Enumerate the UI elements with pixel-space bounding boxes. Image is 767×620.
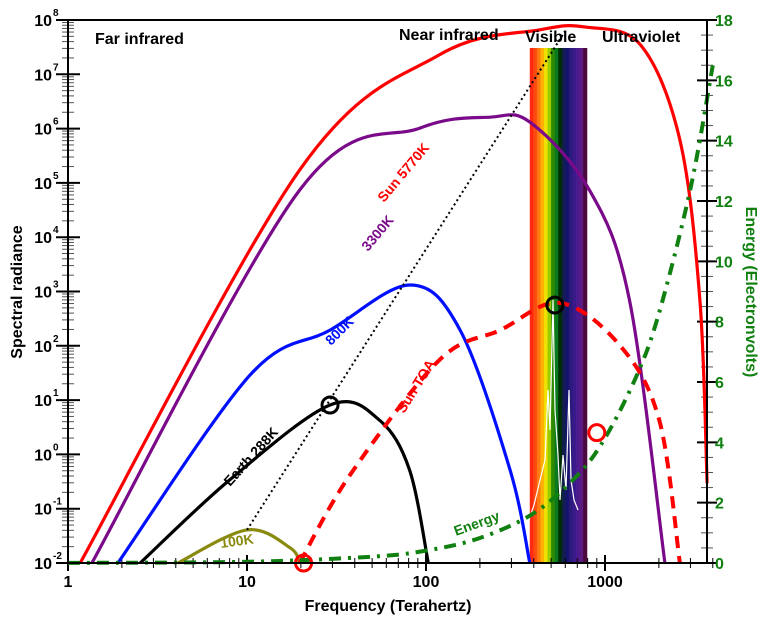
- y-tick-exponent: 5: [53, 171, 59, 182]
- label-earth-288k: Earth 288K: [220, 424, 281, 489]
- x-tick-label: 1: [64, 574, 73, 591]
- series-sun-toa: [297, 300, 682, 564]
- y2-tick-label: 14: [715, 134, 733, 151]
- label-sun-toa: Sun TOA: [393, 357, 438, 416]
- y-tick-exponent: 4: [53, 225, 59, 236]
- series-800k: [116, 283, 532, 564]
- y-tick-label: 10: [34, 447, 52, 464]
- series-3300k: [90, 113, 667, 564]
- x-tick-labels: 1 10 100 1000: [64, 574, 623, 591]
- series-energy: [67, 64, 715, 565]
- y2-axis-title: Energy (Electronvolts): [742, 207, 759, 378]
- label-3300k: 3300K: [358, 212, 397, 254]
- region-near-infrared: Near infrared: [399, 27, 499, 44]
- y-tick-exponent: 7: [53, 62, 59, 73]
- y-tick-label: 10: [34, 556, 52, 573]
- visible-band-stripe: [554, 48, 559, 563]
- y2-tick-label: 4: [715, 435, 724, 452]
- y2-tick-label: 12: [715, 194, 733, 211]
- y-tick-exponent: 2: [53, 334, 59, 345]
- label-800k: 800K: [322, 313, 357, 348]
- y-axis-title: Spectral radiance: [9, 225, 26, 359]
- y-tick-exponent: 8: [53, 8, 59, 19]
- label-100k: 100K: [219, 530, 254, 551]
- y2-tick-label: 18: [715, 13, 733, 30]
- y-tick-label: 10: [34, 176, 52, 193]
- y-tick-label: 10: [34, 285, 52, 302]
- plot-frame: [67, 19, 708, 564]
- region-ultraviolet: Ultraviolet: [602, 29, 681, 46]
- visible-band-stripe: [533, 48, 538, 563]
- y2-tick-label: 0: [715, 556, 724, 573]
- y-tick-exponent: 3: [53, 280, 59, 291]
- marker-circle: [587, 423, 607, 443]
- y-tick-label: 10: [34, 502, 52, 519]
- y2-tick-labels: 0 2 4 6 8 10 12 14 16 18: [715, 13, 733, 573]
- x-axis-title: Frequency (Terahertz): [305, 598, 472, 615]
- y2-tick-label: 2: [715, 496, 724, 513]
- y-tick-exponent: 6: [53, 117, 59, 128]
- y2-tick-label: 10: [715, 254, 733, 271]
- y-tick-label: 10: [34, 13, 52, 30]
- visible-band: [528, 48, 588, 563]
- y-tick-label: 10: [34, 393, 52, 410]
- x-tick-label: 10: [238, 574, 256, 591]
- visible-band-stripe: [568, 48, 574, 563]
- marker-circle: [545, 295, 565, 315]
- visible-band-stripe: [576, 48, 581, 563]
- y-tick-exponent: 1: [53, 388, 59, 399]
- series-sun-5770k: [78, 23, 709, 564]
- y-tick-label: 10: [34, 339, 52, 356]
- markers: [294, 295, 607, 573]
- label-energy: Energy: [452, 507, 502, 538]
- axis-ticks: [56, 19, 717, 571]
- visible-band-stripe: [583, 48, 588, 563]
- wien-displacement-line: [246, 30, 567, 531]
- label-sun-5770k: Sun 5770K: [374, 140, 432, 205]
- y-tick-label: 10: [34, 122, 52, 139]
- y-tick-exponent: -1: [53, 497, 62, 508]
- y-tick-label: 10: [34, 67, 52, 84]
- series-lines: [67, 23, 715, 565]
- visible-band-stripe: [529, 48, 534, 563]
- y-tick-label: 10: [34, 230, 52, 247]
- x-tick-label: 100: [413, 574, 440, 591]
- visible-band-stripe: [572, 48, 577, 563]
- region-far-infrared: Far infrared: [95, 31, 184, 48]
- y-tick-exponent: 0: [53, 442, 59, 453]
- visible-band-stripe: [558, 48, 563, 563]
- solar-emission-lines: [528, 299, 579, 521]
- y2-tick-label: 6: [715, 375, 724, 392]
- visible-band-stripe: [579, 48, 584, 563]
- region-visible: Visible: [525, 29, 576, 46]
- x-tick-label: 1000: [587, 574, 623, 591]
- y2-tick-label: 16: [715, 73, 733, 90]
- y2-tick-label: 8: [715, 315, 724, 332]
- y-tick-exponent: -2: [53, 551, 62, 562]
- marker-circle: [320, 395, 340, 415]
